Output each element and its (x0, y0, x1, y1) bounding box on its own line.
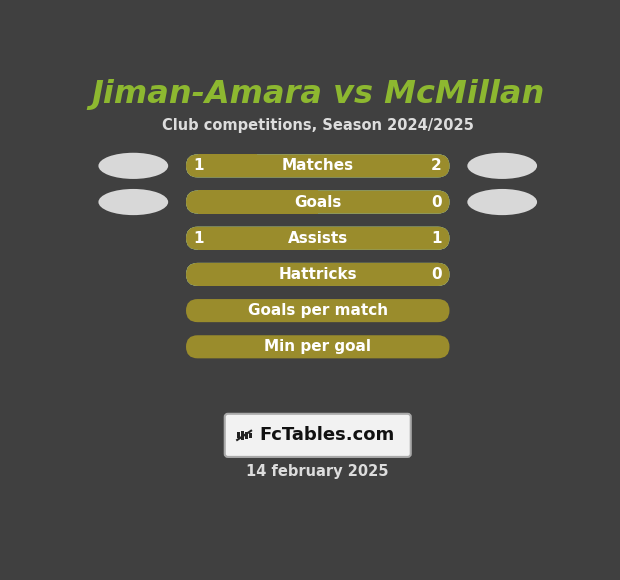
Text: Matches: Matches (281, 158, 354, 173)
Bar (198, 190, 317, 213)
Text: 14 february 2025: 14 february 2025 (247, 464, 389, 479)
FancyBboxPatch shape (186, 154, 450, 177)
FancyBboxPatch shape (186, 335, 450, 358)
Bar (198, 154, 257, 177)
Text: Hattricks: Hattricks (278, 267, 357, 282)
Text: Club competitions, Season 2024/2025: Club competitions, Season 2024/2025 (162, 118, 474, 133)
Text: Assists: Assists (288, 231, 348, 246)
Text: 1: 1 (193, 158, 204, 173)
FancyBboxPatch shape (186, 154, 450, 177)
Ellipse shape (467, 153, 537, 179)
Text: 0: 0 (431, 267, 441, 282)
Bar (237, 432, 241, 438)
FancyBboxPatch shape (186, 190, 450, 213)
FancyBboxPatch shape (186, 263, 450, 286)
Bar (249, 433, 252, 438)
FancyBboxPatch shape (186, 190, 450, 213)
FancyBboxPatch shape (224, 414, 410, 457)
FancyBboxPatch shape (186, 263, 450, 286)
Text: 2: 2 (431, 158, 441, 173)
Bar (198, 263, 317, 286)
FancyBboxPatch shape (186, 227, 450, 250)
FancyBboxPatch shape (186, 154, 450, 177)
Text: Goals per match: Goals per match (247, 303, 388, 318)
Text: FcTables.com: FcTables.com (259, 426, 395, 444)
Text: Min per goal: Min per goal (264, 339, 371, 354)
FancyBboxPatch shape (186, 299, 450, 322)
Ellipse shape (467, 189, 537, 215)
Ellipse shape (99, 153, 168, 179)
Text: 1: 1 (432, 231, 441, 246)
Bar (241, 431, 244, 440)
Text: 0: 0 (431, 194, 441, 209)
FancyBboxPatch shape (186, 190, 450, 213)
FancyBboxPatch shape (186, 227, 450, 250)
Ellipse shape (99, 189, 168, 215)
Text: 1: 1 (193, 231, 204, 246)
Text: Goals: Goals (294, 194, 342, 209)
Text: Jiman-Amara vs McMillan: Jiman-Amara vs McMillan (91, 79, 544, 110)
FancyBboxPatch shape (186, 263, 450, 286)
Bar (245, 432, 248, 439)
Bar (198, 227, 317, 250)
FancyBboxPatch shape (186, 227, 450, 250)
